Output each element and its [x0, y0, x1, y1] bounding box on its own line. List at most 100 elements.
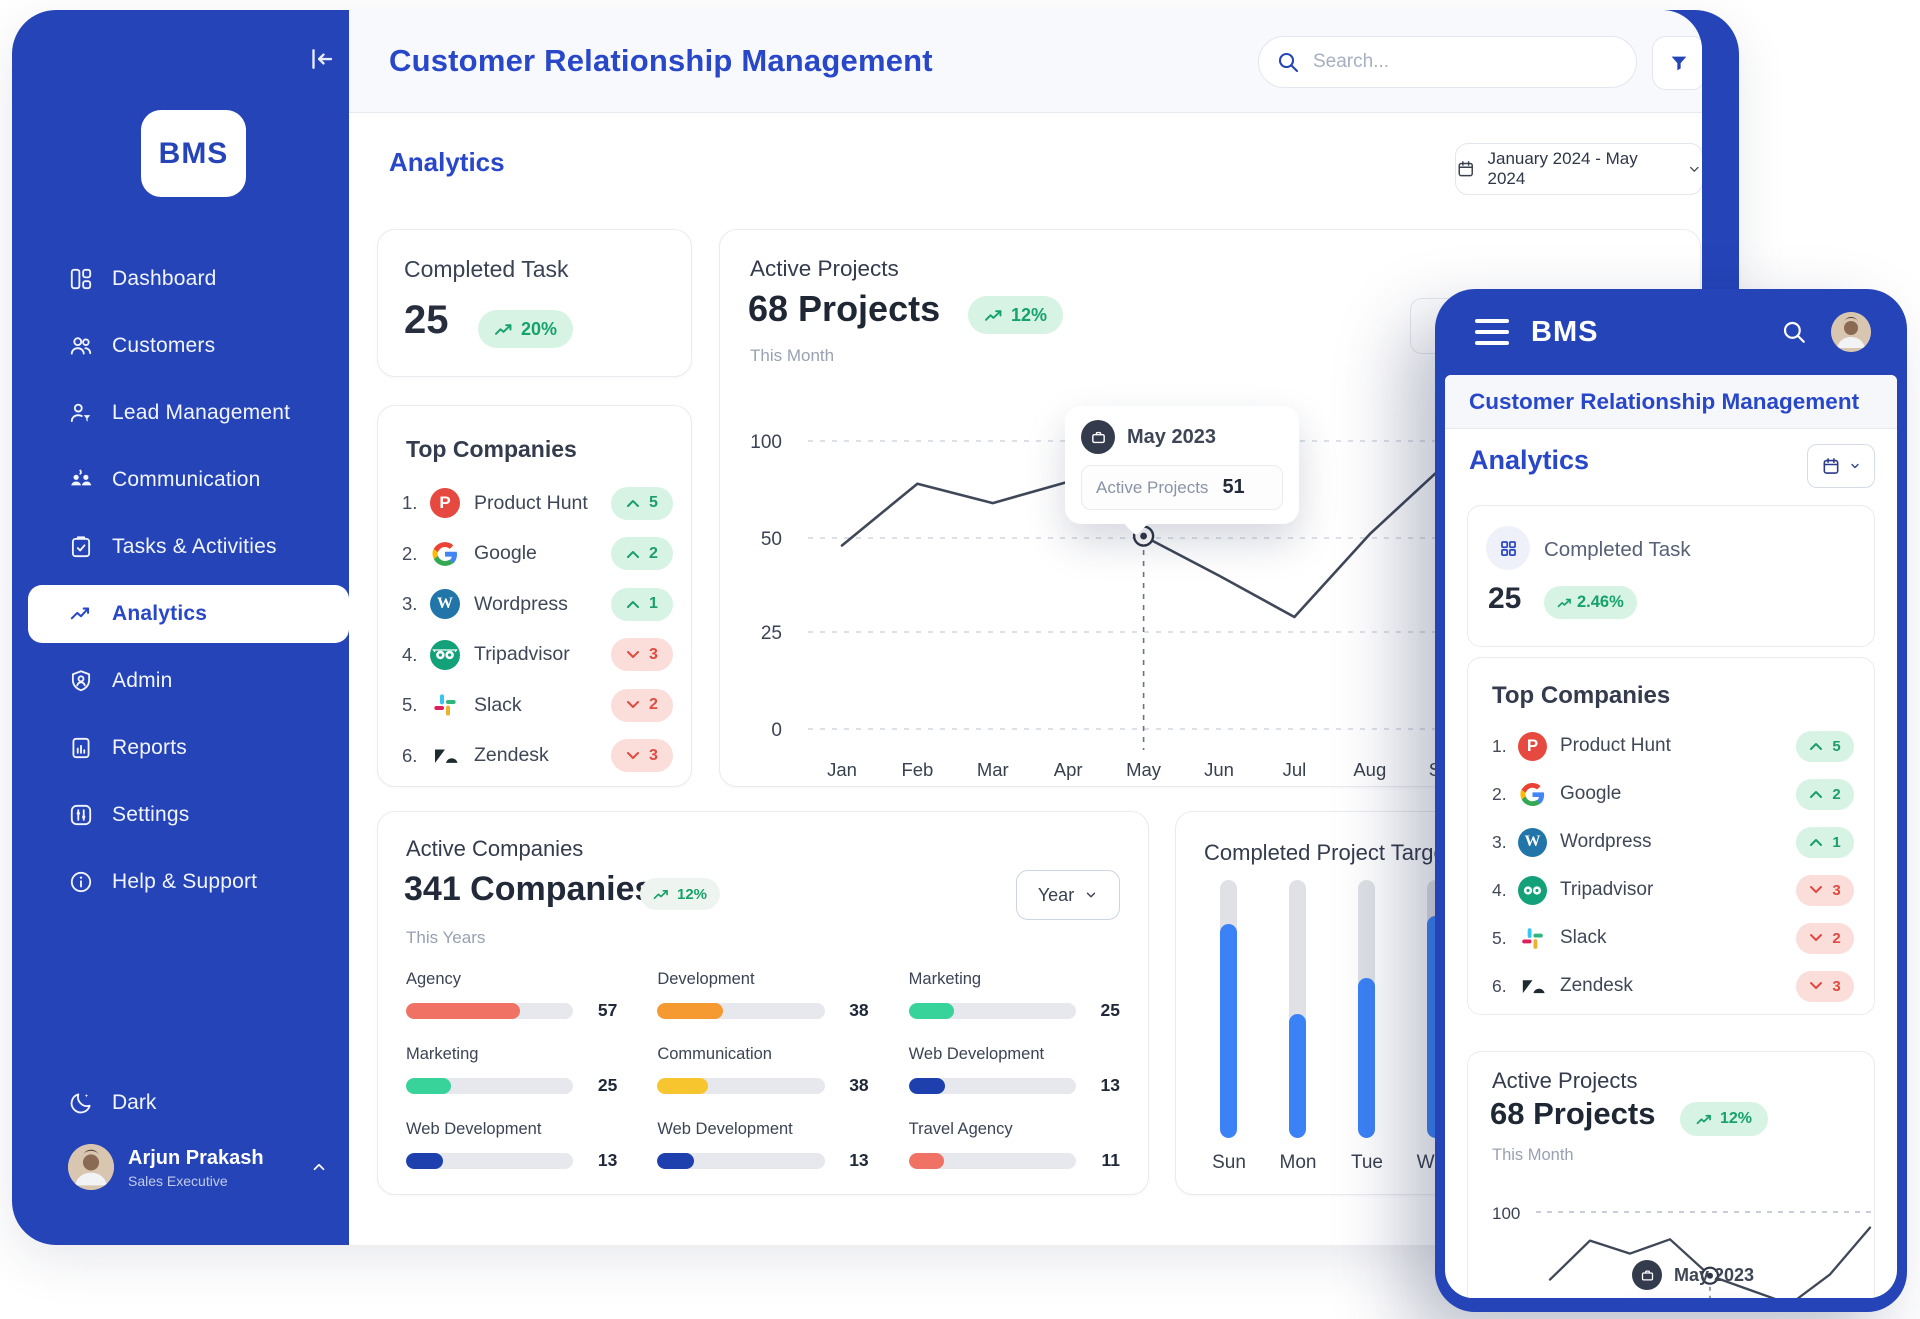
dark-mode-label: Dark	[112, 1091, 157, 1114]
list-item[interactable]: 2. Google 2	[402, 529, 673, 580]
page-title: Customer Relationship Management	[1469, 388, 1860, 414]
active-projects-value: 68 Projects	[1490, 1096, 1656, 1131]
sidebar-item-settings[interactable]: Settings	[28, 786, 349, 844]
list-item[interactable]: 3. W Wordpress 1	[402, 579, 673, 630]
progress-item: Travel Agency 11	[908, 1120, 1120, 1170]
card-title: Active Projects	[1492, 1068, 1638, 1093]
search-input[interactable]	[1258, 36, 1637, 88]
list-item[interactable]: 3. W Wordpress 1	[1492, 818, 1854, 866]
company-name: Tripadvisor	[474, 643, 570, 666]
rank-change-badge: 5	[611, 486, 673, 520]
mobile-page-title-bar: Customer Relationship Management	[1445, 375, 1897, 429]
sidebar-item-label: Reports	[112, 736, 187, 759]
tripadvisor-icon	[1518, 875, 1547, 905]
y-axis-tick: 50	[761, 529, 782, 550]
delta-badge: 12%	[640, 878, 721, 910]
year-filter-dropdown[interactable]: Year	[1016, 870, 1120, 920]
sidebar-item-reports[interactable]: Reports	[28, 719, 349, 777]
briefcase-icon	[1081, 420, 1115, 454]
x-axis-label: Feb	[901, 759, 933, 780]
chevron-down-icon	[1687, 162, 1702, 177]
wordpress-icon: W	[430, 589, 460, 620]
rank-change-badge: 2	[611, 537, 673, 571]
sidebar-item-customers[interactable]: Customers	[28, 317, 349, 375]
sidebar-item-dashboard[interactable]: Dashboard	[28, 250, 349, 308]
progress-fill	[657, 1152, 695, 1169]
delta-badge: 20%	[478, 310, 574, 348]
sidebar-item-admin[interactable]: Admin	[28, 652, 349, 710]
rank: 3.	[402, 593, 418, 615]
user-profile[interactable]: Arjun Prakash Sales Executive	[68, 1144, 328, 1190]
list-item[interactable]: 6. Zendesk 3	[1492, 962, 1854, 1010]
search-icon[interactable]	[1781, 319, 1807, 345]
sidebar-item-lead-management[interactable]: Lead Management	[28, 384, 349, 442]
date-picker-button[interactable]	[1807, 444, 1875, 488]
rank-change-badge: 2	[1796, 922, 1854, 954]
x-axis-labels: JanFebMarAprMayJunJulAugSep	[827, 759, 1462, 780]
x-axis-label: Apr	[1054, 759, 1083, 780]
active-projects-line-chart[interactable]	[1536, 1180, 1875, 1298]
hamburger-menu-icon[interactable]	[1475, 319, 1509, 345]
progress-track	[908, 1077, 1076, 1094]
progress-item: Marketing 25	[406, 1045, 618, 1095]
list-item[interactable]: 5. Slack 2	[402, 680, 673, 731]
card-title: Completed Task	[404, 256, 569, 282]
tooltip-value: 51	[1222, 476, 1245, 498]
top-companies-list: 1. P Product Hunt 5 2. Google 2 3. W Wor…	[1492, 722, 1854, 1010]
dark-mode-toggle[interactable]: Dark	[68, 1090, 156, 1116]
customers-icon	[68, 333, 94, 359]
lead-management-icon	[68, 400, 94, 426]
rank: 5.	[402, 694, 418, 716]
card-title: Completed Task	[1544, 538, 1691, 561]
list-item[interactable]: 6. Zendesk 3	[402, 731, 673, 782]
chevron-down-icon	[1849, 460, 1861, 472]
list-item[interactable]: 4. Tripadvisor 3	[1492, 866, 1854, 914]
progress-track	[908, 1002, 1076, 1019]
user-avatar[interactable]	[1831, 312, 1871, 352]
y-axis-tick: 100	[750, 432, 782, 453]
page-title: Customer Relationship Management	[389, 43, 933, 78]
progress-item: Development 38	[657, 970, 869, 1020]
x-axis-label: Mar	[977, 759, 1009, 780]
top-companies-card: Top Companies 1. P Product Hunt 5 2. Goo…	[377, 405, 692, 787]
sidebar-item-help-support[interactable]: Help & Support	[28, 853, 349, 911]
sidebar-item-analytics[interactable]: Analytics	[28, 585, 349, 643]
moon-icon	[68, 1090, 94, 1116]
google-icon	[1518, 780, 1547, 809]
x-axis-label: May	[1126, 759, 1162, 780]
progress-track	[657, 1077, 825, 1094]
search-icon	[1276, 50, 1300, 74]
progress-fill	[406, 1077, 452, 1094]
page-header: Customer Relationship Management	[349, 10, 1702, 113]
chevron-up-icon	[310, 1158, 328, 1176]
list-item[interactable]: 1. P Product Hunt 5	[1492, 722, 1854, 770]
sidebar-item-tasks-activities[interactable]: Tasks & Activities	[28, 518, 349, 576]
trend-up-icon	[1557, 597, 1572, 609]
list-item[interactable]: 4. Tripadvisor 3	[402, 630, 673, 681]
tooltip-date: May 2023	[1674, 1264, 1755, 1285]
active-companies-card: Active Companies 341 Companies 12% This …	[377, 811, 1149, 1195]
zendesk-icon	[1518, 972, 1547, 1001]
date-range-value: January 2024 - May 2024	[1487, 149, 1638, 188]
grid-icon	[1486, 526, 1530, 570]
sidebar-item-communication[interactable]: Communication	[28, 451, 349, 509]
list-item[interactable]: 1. P Product Hunt 5	[402, 478, 673, 529]
completed-task-card: Completed Task 25 2.46%	[1467, 505, 1875, 647]
completed-task-value: 25	[404, 298, 449, 342]
progress-item: Web Development 13	[908, 1045, 1120, 1095]
progress-fill	[908, 1002, 954, 1019]
list-item[interactable]: 2. Google 2	[1492, 770, 1854, 818]
settings-icon	[68, 802, 94, 828]
delta-value: 2.46%	[1577, 593, 1624, 611]
bar-fill	[1358, 978, 1375, 1138]
sidebar-item-label: Help & Support	[112, 870, 258, 893]
list-item[interactable]: 5. Slack 2	[1492, 914, 1854, 962]
card-title: Top Companies	[406, 436, 577, 462]
company-name: Google	[474, 542, 537, 565]
mini-chart: 100 May 2023 Active Projects 51	[1492, 1180, 1874, 1298]
tooltip-label: Active Projects	[1096, 477, 1209, 497]
date-range-picker[interactable]: January 2024 - May 2024	[1455, 143, 1702, 195]
filter-button[interactable]	[1652, 36, 1702, 90]
sidebar-collapse-icon[interactable]	[306, 44, 336, 74]
